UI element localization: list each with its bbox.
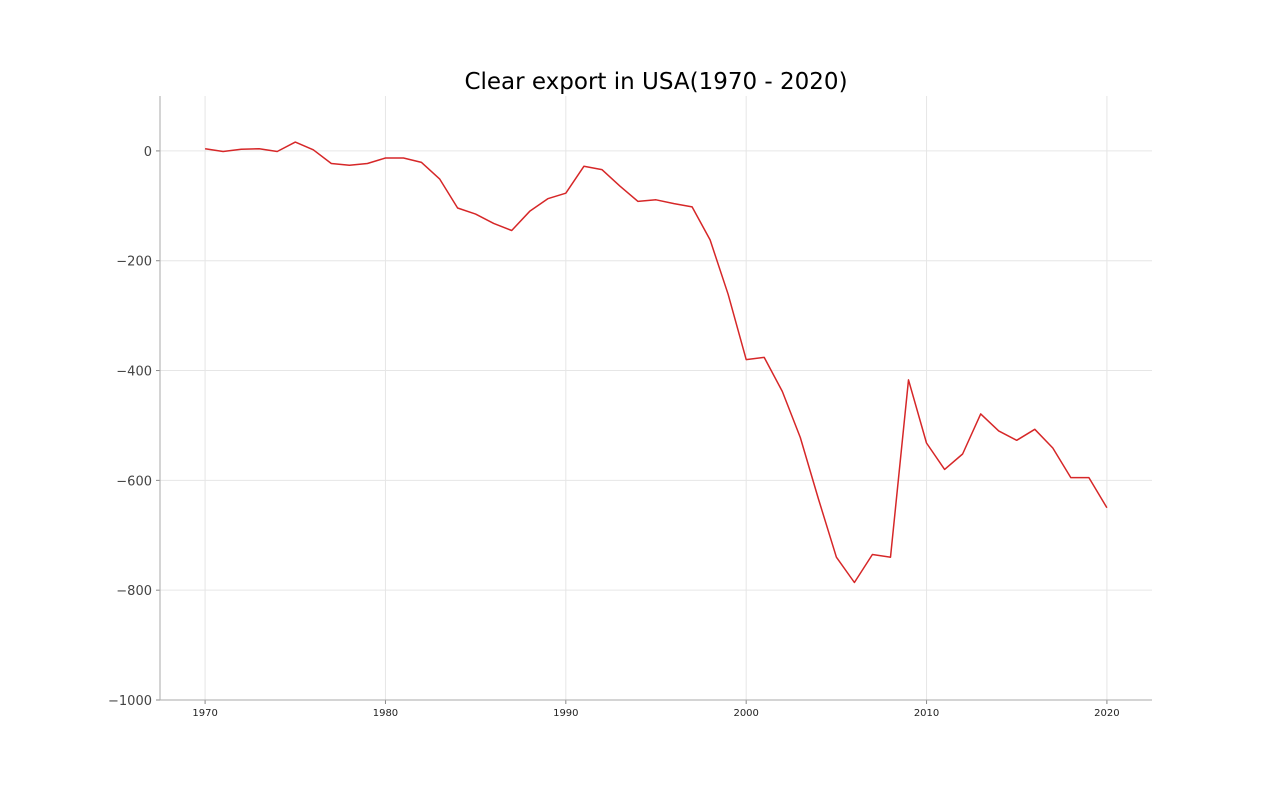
x-tick-label: 2020 bbox=[1094, 708, 1119, 719]
y-tick-label: −800 bbox=[116, 584, 152, 599]
x-tick-label: 2000 bbox=[733, 708, 758, 719]
x-tick-label: 1990 bbox=[553, 708, 578, 719]
chart-title: Clear export in USA(1970 - 2020) bbox=[464, 69, 847, 95]
y-tick-label: −200 bbox=[116, 255, 152, 270]
grid-lines bbox=[160, 96, 1152, 700]
x-tick-label: 2010 bbox=[914, 708, 939, 719]
y-tick-label: −1000 bbox=[108, 694, 152, 709]
x-tick-label: 1980 bbox=[373, 708, 398, 719]
x-tick-label: 1970 bbox=[192, 708, 217, 719]
y-tick-label: −600 bbox=[116, 474, 152, 489]
series-layer bbox=[204, 141, 1108, 584]
tick-labels: 1970 1980 1990 2000 2010 2020 0 −200 −400 −600 −80… bbox=[108, 145, 1120, 719]
axes bbox=[156, 96, 1152, 704]
y-tick-label: 0 bbox=[144, 145, 152, 160]
y-tick-label: −400 bbox=[116, 365, 152, 380]
series-line bbox=[204, 141, 1108, 584]
